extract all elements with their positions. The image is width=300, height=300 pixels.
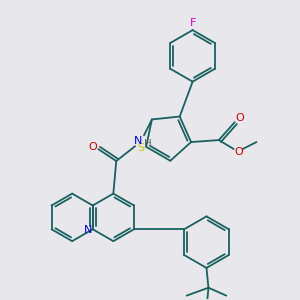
Text: S: S: [138, 143, 145, 153]
Text: F: F: [189, 18, 196, 28]
Text: O: O: [234, 147, 243, 157]
Text: N: N: [84, 225, 92, 235]
Text: N: N: [134, 136, 142, 146]
Text: H: H: [144, 139, 152, 149]
Text: O: O: [88, 142, 97, 152]
Text: O: O: [235, 113, 244, 123]
